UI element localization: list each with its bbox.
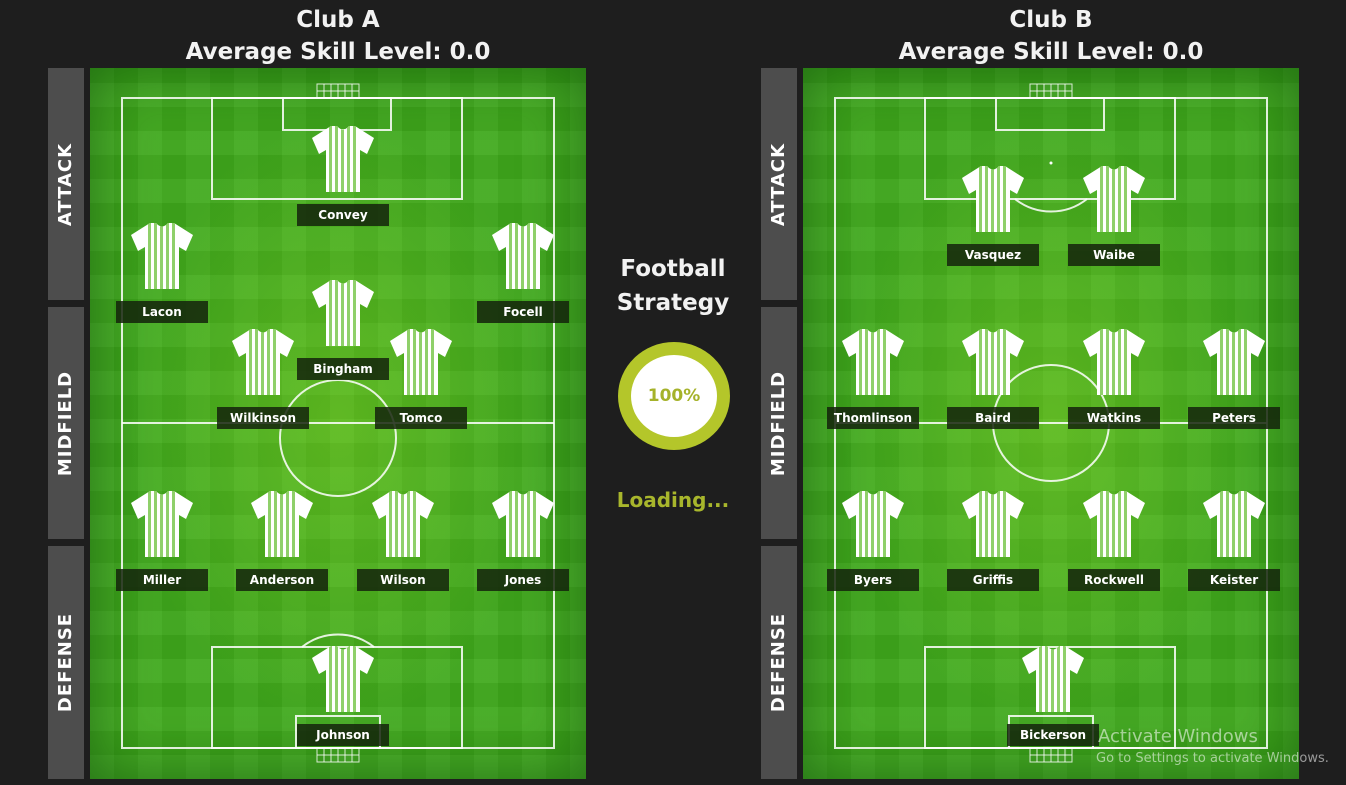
goal-net-icon [1029,747,1073,763]
player-name-tag: Rockwell [1068,569,1160,591]
player-name-tag: Convey [297,204,389,226]
player-name-tag: Jones [477,569,569,591]
player-card[interactable]: Thomlinson [825,327,921,437]
player-card[interactable]: Peters [1186,327,1282,437]
striped-jersey-icon [492,223,554,289]
striped-jersey-icon [312,126,374,192]
club-a-name: Club A [296,7,380,33]
app-title-line2: Strategy [616,290,730,316]
player-card[interactable]: Griffis [945,489,1041,599]
player-name-tag: Bickerson [1007,724,1099,746]
club-a-zone-midfield: MIDFIELD [48,307,84,539]
striped-jersey-icon [390,329,452,395]
player-name-tag: Waibe [1068,244,1160,266]
zone-midfield-label: MIDFIELD [55,370,77,476]
player-name-tag: Keister [1188,569,1280,591]
pitch-markings [121,83,555,763]
player-name-tag: Bingham [297,358,389,380]
player-name-tag: Griffis [947,569,1039,591]
player-name-tag: Johnson [297,724,389,746]
player-name-tag: Baird [947,407,1039,429]
zone-defense-label: DEFENSE [768,612,790,713]
player-card[interactable]: Miller [114,489,210,599]
player-card[interactable]: Keister [1186,489,1282,599]
striped-jersey-icon [962,166,1024,232]
striped-jersey-icon [232,329,294,395]
club-b-zone-midfield: MIDFIELD [761,307,797,539]
player-card[interactable]: Johnson [295,644,391,754]
player-card[interactable]: Bickerson [1005,644,1101,754]
player-card[interactable]: Anderson [234,489,330,599]
striped-jersey-icon [1203,491,1265,557]
player-name-tag: Peters [1188,407,1280,429]
striped-jersey-icon [962,329,1024,395]
app-title-line1: Football [620,256,726,282]
club-b-header: Club B Average Skill Level: 0.0 [803,4,1299,68]
activate-windows-title: Activate Windows [1098,726,1258,747]
player-card[interactable]: Vasquez [945,164,1041,274]
player-card[interactable]: Convey [295,124,391,234]
club-a-average-skill: Average Skill Level: 0.0 [185,39,491,65]
player-card[interactable]: Wilson [355,489,451,599]
striped-jersey-icon [131,223,193,289]
player-name-tag: Focell [477,301,569,323]
player-name-tag: Miller [116,569,208,591]
player-name-tag: Anderson [236,569,328,591]
player-name-tag: Wilson [357,569,449,591]
striped-jersey-icon [962,491,1024,557]
player-card[interactable]: Byers [825,489,921,599]
player-name-tag: Lacon [116,301,208,323]
goal-net-icon [316,83,360,99]
player-card[interactable]: Rockwell [1066,489,1162,599]
player-card[interactable]: Jones [475,489,571,599]
player-card[interactable]: Tomco [373,327,469,437]
activate-windows-hint: Go to Settings to activate Windows. [1096,751,1329,766]
zone-defense-label: DEFENSE [55,612,77,713]
striped-jersey-icon [1203,329,1265,395]
player-name-tag: Thomlinson [827,407,919,429]
loading-progress-ring: 100% [618,342,730,450]
striped-jersey-icon [492,491,554,557]
striped-jersey-icon [372,491,434,557]
club-a-zone-defense: DEFENSE [48,546,84,779]
player-name-tag: Byers [827,569,919,591]
player-card[interactable]: Bingham [295,278,391,388]
striped-jersey-icon [131,491,193,557]
striped-jersey-icon [251,491,313,557]
zone-attack-label: ATTACK [768,142,790,226]
club-b-average-skill: Average Skill Level: 0.0 [898,39,1204,65]
striped-jersey-icon [842,491,904,557]
player-card[interactable]: Watkins [1066,327,1162,437]
club-b-zone-defense: DEFENSE [761,546,797,779]
zone-midfield-label: MIDFIELD [768,370,790,476]
player-card[interactable]: Waibe [1066,164,1162,274]
club-b-pitch: Vasquez Waibe Thomlinson Baird Watkins P… [803,68,1299,779]
club-a-pitch: Convey Lacon Focell Bingham Wilkinson To… [90,68,586,779]
striped-jersey-icon [1083,329,1145,395]
striped-jersey-icon [1083,491,1145,557]
club-a-header: Club A Average Skill Level: 0.0 [90,4,586,68]
goal-net-icon [316,747,360,763]
progress-percent: 100% [631,355,717,437]
player-name-tag: Tomco [375,407,467,429]
player-card[interactable]: Wilkinson [215,327,311,437]
player-name-tag: Wilkinson [217,407,309,429]
striped-jersey-icon [842,329,904,395]
goal-net-icon [1029,83,1073,99]
striped-jersey-icon [1022,646,1084,712]
player-name-tag: Watkins [1068,407,1160,429]
club-a-zone-attack: ATTACK [48,68,84,300]
striped-jersey-icon [312,646,374,712]
club-b-zone-attack: ATTACK [761,68,797,300]
zone-attack-label: ATTACK [55,142,77,226]
player-name-tag: Vasquez [947,244,1039,266]
player-card[interactable]: Lacon [114,221,210,331]
club-b-name: Club B [1009,7,1093,33]
player-card[interactable]: Focell [475,221,571,331]
player-card[interactable]: Baird [945,327,1041,437]
app-title: Football Strategy [600,252,746,320]
loading-text: Loading... [616,488,730,512]
striped-jersey-icon [312,280,374,346]
striped-jersey-icon [1083,166,1145,232]
